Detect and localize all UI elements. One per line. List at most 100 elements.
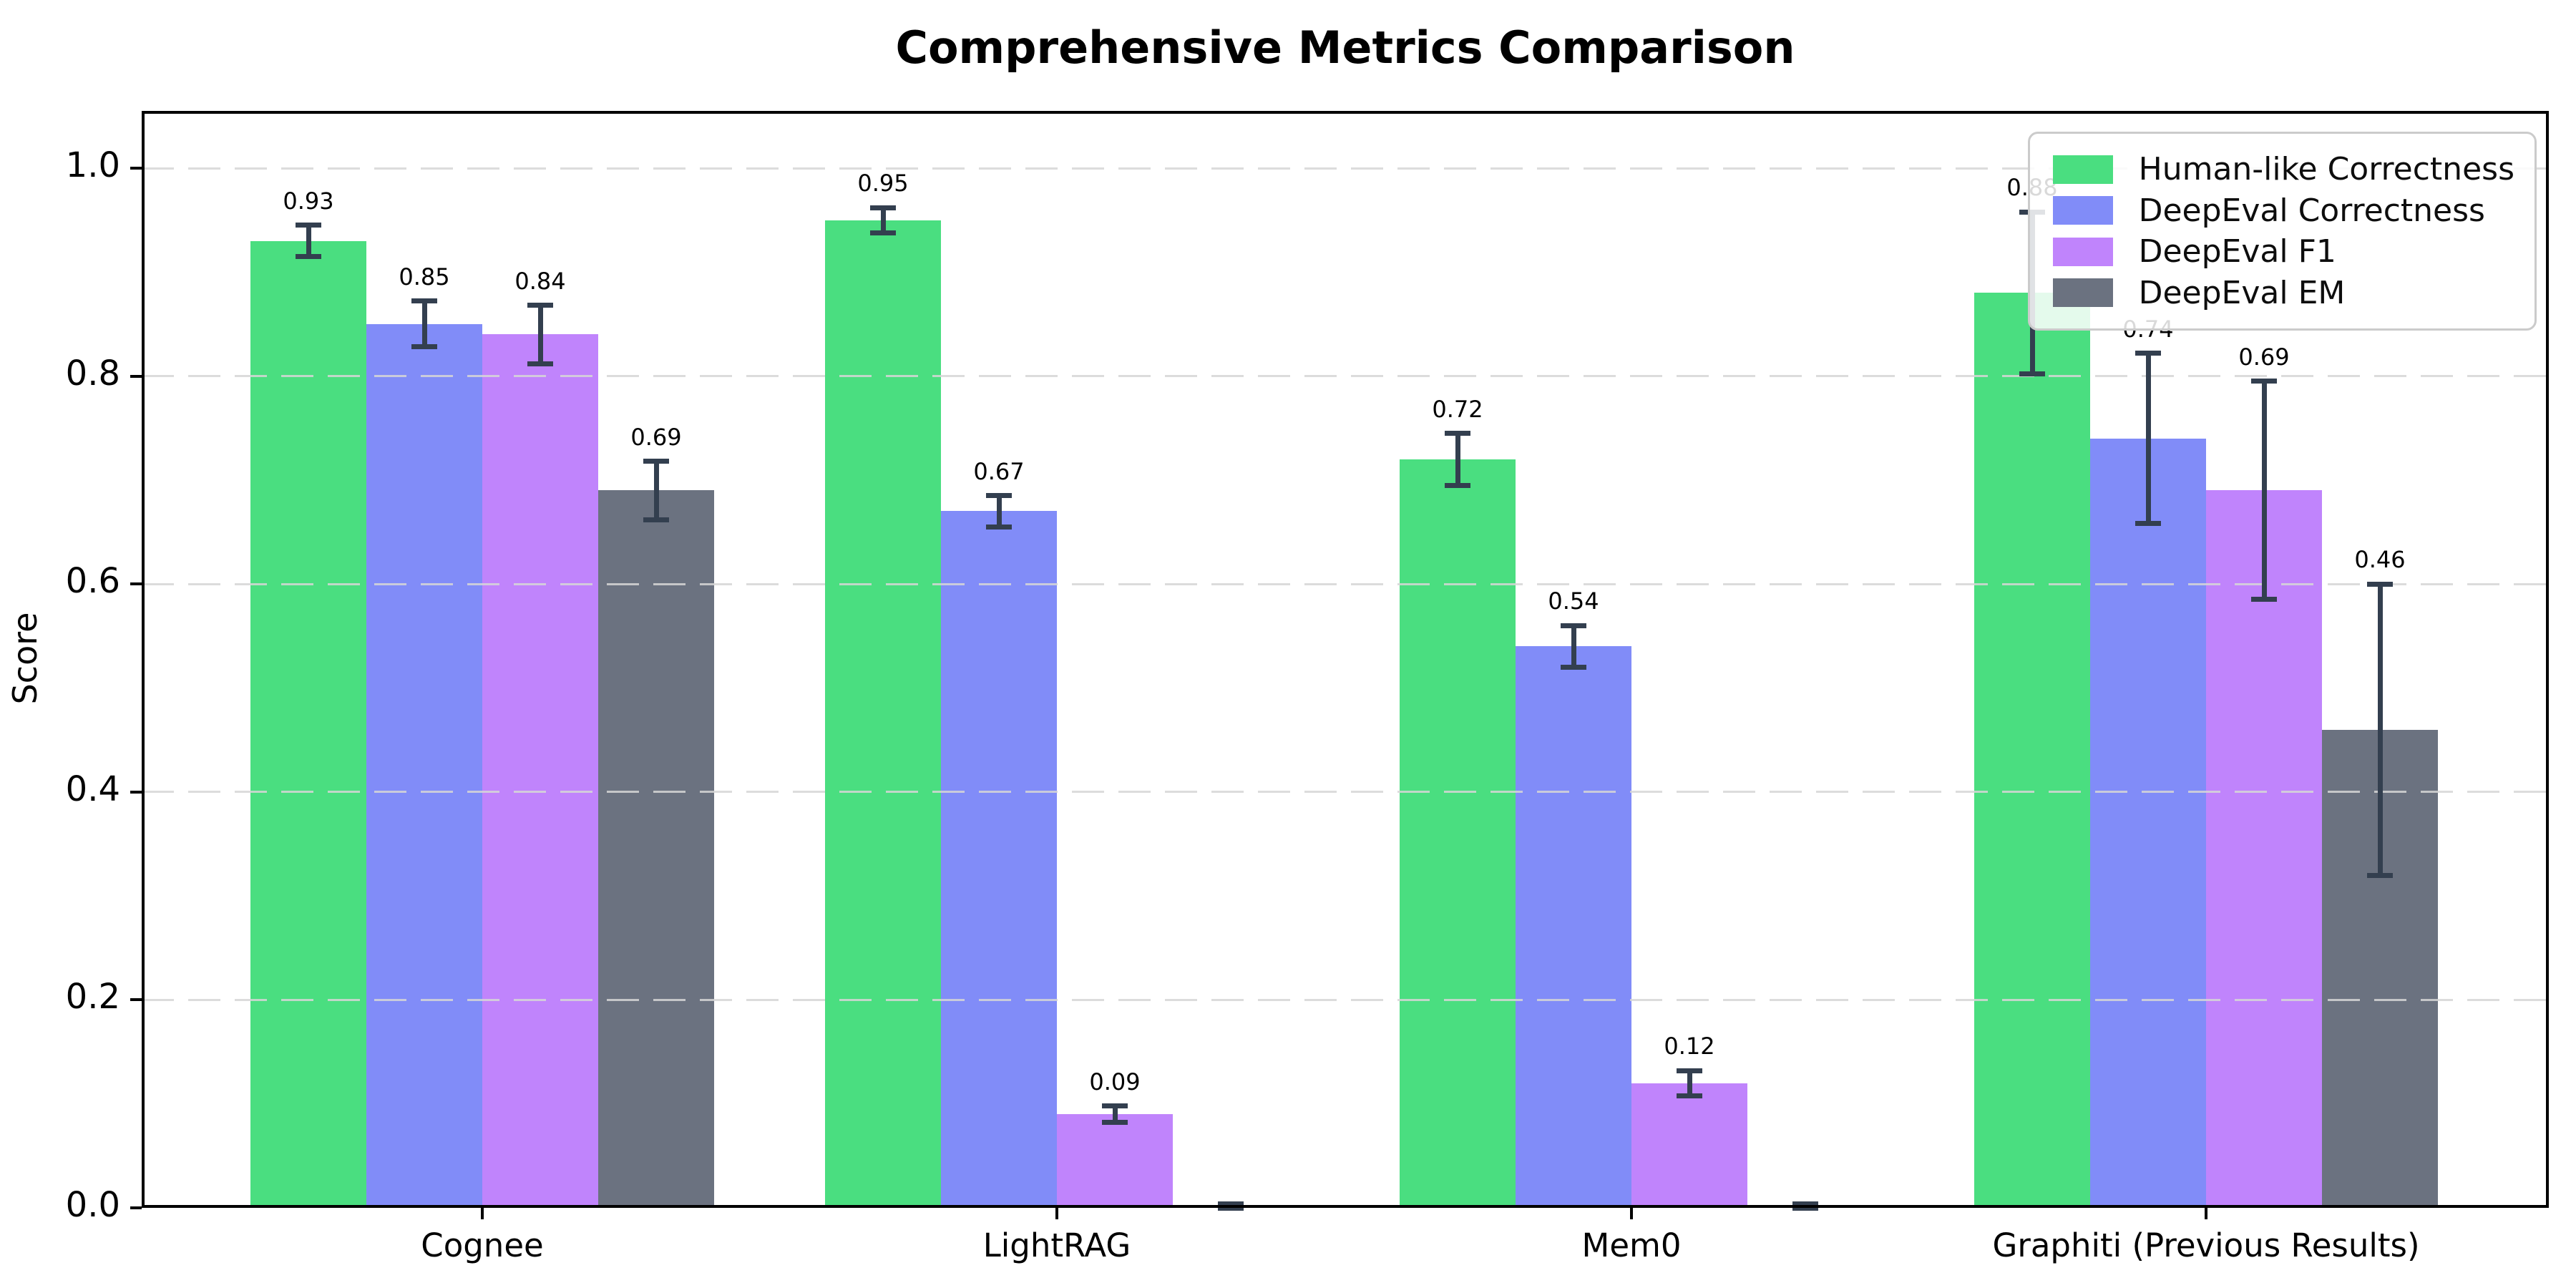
x-tick-label: Graphiti (Previous Results): [1992, 1226, 2420, 1264]
bar-3-3: [1631, 1083, 1747, 1208]
bar-value-label: 0.46: [2354, 546, 2406, 574]
legend-item-1: Human-like Correctness: [2052, 150, 2514, 189]
bar-2-1: [366, 323, 482, 1208]
legend-item-3: DeepEval F1: [2052, 232, 2514, 271]
error-bar-cap-top: [1792, 1201, 1818, 1206]
gridline: [142, 167, 2549, 170]
bar-value-label: 0.95: [857, 170, 909, 197]
bar-value-label: 0.54: [1548, 587, 1599, 615]
error-bar-cap-bottom: [643, 517, 669, 522]
error-bar-cap-bottom: [2019, 371, 2045, 377]
bar-value-label: 0.84: [514, 267, 566, 295]
legend-item-4: DeepEval EM: [2052, 273, 2514, 313]
legend-swatch-icon: [2052, 278, 2113, 308]
error-bar-line: [996, 495, 1002, 527]
x-tick-label: Cognee: [421, 1226, 544, 1264]
error-bar-cap-top: [1102, 1103, 1128, 1109]
bar-value-label: 0.09: [1089, 1068, 1141, 1096]
bar-3-1: [482, 334, 598, 1208]
legend-label: DeepEval EM: [2138, 274, 2346, 311]
bar-2-3: [1516, 646, 1631, 1208]
error-bar-line: [421, 301, 427, 347]
error-bar-cap-top: [2251, 379, 2277, 384]
error-bar-line: [2261, 381, 2267, 600]
gridline: [142, 375, 2549, 378]
error-bar-cap-top: [870, 205, 896, 210]
bar-2-2: [941, 511, 1057, 1208]
legend-swatch-icon: [2052, 155, 2113, 184]
legend-item-2: DeepEval Correctness: [2052, 191, 2514, 230]
legend-label: DeepEval F1: [2138, 233, 2336, 270]
y-tick-mark: [130, 374, 142, 378]
error-bar-cap-top: [2135, 351, 2161, 356]
legend-label: Human-like Correctness: [2138, 151, 2514, 187]
error-bar-cap-top: [1677, 1068, 1702, 1073]
bar-3-2: [1057, 1114, 1173, 1208]
x-tick-label: LightRAG: [982, 1226, 1131, 1264]
y-tick-mark: [130, 790, 142, 794]
y-tick-mark: [130, 582, 142, 586]
error-bar-cap-bottom: [986, 524, 1012, 530]
bar-value-label: 0.69: [630, 423, 682, 451]
error-bar-cap-top: [1561, 623, 1586, 628]
legend-label: DeepEval Correctness: [2138, 192, 2485, 229]
error-bar-cap-top: [1218, 1201, 1244, 1206]
x-tick-mark: [481, 1208, 484, 1219]
bar-3-4: [2206, 490, 2322, 1208]
gridline: [142, 582, 2549, 585]
error-bar-cap-bottom: [1445, 482, 1470, 488]
y-tick-label: 0.6: [65, 561, 120, 602]
error-bar-line: [537, 305, 543, 364]
error-bar-cap-top: [411, 298, 437, 304]
y-tick-mark: [130, 998, 142, 1002]
error-bar-cap-top: [643, 459, 669, 464]
error-bar-line: [1687, 1070, 1692, 1096]
error-bar-cap-top: [2367, 581, 2393, 587]
legend: Human-like Correctness DeepEval Correctne…: [2027, 132, 2537, 331]
error-bar-cap-top: [1445, 431, 1470, 436]
bar-4-1: [598, 490, 714, 1208]
error-bar-cap-bottom: [1561, 664, 1586, 670]
error-bar-line: [1455, 433, 1460, 486]
error-bar-cap-bottom: [527, 361, 553, 366]
error-bar-cap-top: [527, 303, 553, 308]
error-bar-line: [1571, 625, 1576, 668]
bar-value-label: 0.67: [973, 457, 1025, 485]
bar-1-4: [1974, 293, 2090, 1208]
x-tick-mark: [1055, 1208, 1058, 1219]
gridline: [142, 791, 2549, 794]
x-tick-mark: [1630, 1208, 1633, 1219]
error-bar-cap-bottom: [1218, 1205, 1244, 1211]
y-tick-mark: [130, 1206, 142, 1209]
error-bar-cap-top: [296, 223, 321, 228]
chart-title: Comprehensive Metrics Comparison: [895, 21, 1795, 74]
gridline: [142, 998, 2549, 1001]
bar-value-label: 0.72: [1432, 395, 1483, 423]
bar-1-1: [250, 240, 366, 1208]
x-tick-mark: [2205, 1208, 2207, 1219]
error-bar-cap-bottom: [2367, 872, 2393, 878]
bar-value-label: 0.12: [1664, 1033, 1715, 1060]
y-tick-label: 0.0: [65, 1185, 120, 1225]
y-tick-label: 0.8: [65, 353, 120, 394]
error-bar-cap-bottom: [1102, 1120, 1128, 1126]
legend-swatch-icon: [2052, 196, 2113, 225]
error-bar-line: [2377, 584, 2383, 876]
error-bar-cap-bottom: [1677, 1093, 1702, 1098]
bar-value-label: 0.85: [399, 263, 450, 291]
error-bar-cap-bottom: [296, 254, 321, 259]
error-bar-cap-bottom: [2251, 597, 2277, 602]
error-bar-cap-bottom: [411, 344, 437, 350]
y-tick-mark: [130, 167, 142, 170]
error-bar-line: [306, 225, 311, 257]
y-tick-label: 1.0: [65, 145, 120, 185]
error-bar-cap-bottom: [870, 230, 896, 235]
error-bar-line: [1112, 1106, 1118, 1123]
error-bar-line: [2145, 353, 2151, 524]
bar-2-4: [2090, 438, 2206, 1208]
y-tick-label: 0.2: [65, 977, 120, 1018]
legend-swatch-icon: [2052, 237, 2113, 266]
error-bar-cap-top: [986, 493, 1012, 499]
error-bar-cap-bottom: [1792, 1205, 1818, 1211]
error-bar-line: [880, 208, 886, 233]
